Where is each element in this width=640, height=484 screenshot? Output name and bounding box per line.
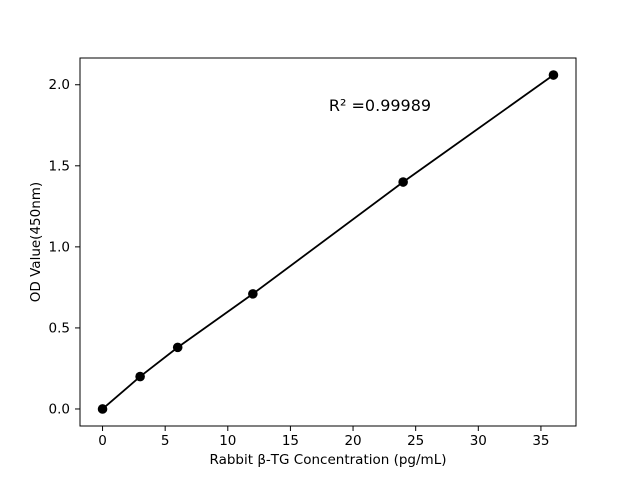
y-tick-label: 2.0: [49, 77, 70, 93]
r-squared-annotation: R² =0.99989: [329, 96, 431, 115]
data-point: [548, 70, 559, 80]
x-tick-label: 35: [532, 433, 549, 449]
y-tick-label: 0.5: [49, 320, 70, 336]
x-tick-label: 20: [344, 433, 361, 449]
x-tick-label: 5: [161, 433, 170, 449]
data-point: [248, 289, 258, 299]
trend-line: [101, 74, 554, 410]
y-tick-label: 1.5: [49, 158, 70, 174]
x-tick-label: 30: [470, 433, 487, 449]
x-axis-label: Rabbit β-TG Concentration (pg/mL): [209, 452, 446, 468]
y-tick-label: 0.0: [49, 401, 70, 417]
x-tick-label: 25: [407, 433, 424, 449]
data-point: [97, 404, 108, 414]
data-point: [172, 342, 183, 353]
y-axis-label: OD Value(450nm): [28, 182, 44, 302]
data-point: [135, 371, 145, 382]
x-tick-label: 0: [98, 433, 107, 449]
data-point: [398, 177, 408, 187]
plot-border: [79, 57, 577, 427]
x-tick-label: 10: [219, 433, 236, 449]
x-tick-label: 15: [282, 433, 299, 449]
y-tick-label: 1.0: [49, 239, 70, 255]
plot-area: 0 5 10 15 20 25 30 35 0.0 0.5 1.0 1.5 2.0: [49, 57, 577, 449]
